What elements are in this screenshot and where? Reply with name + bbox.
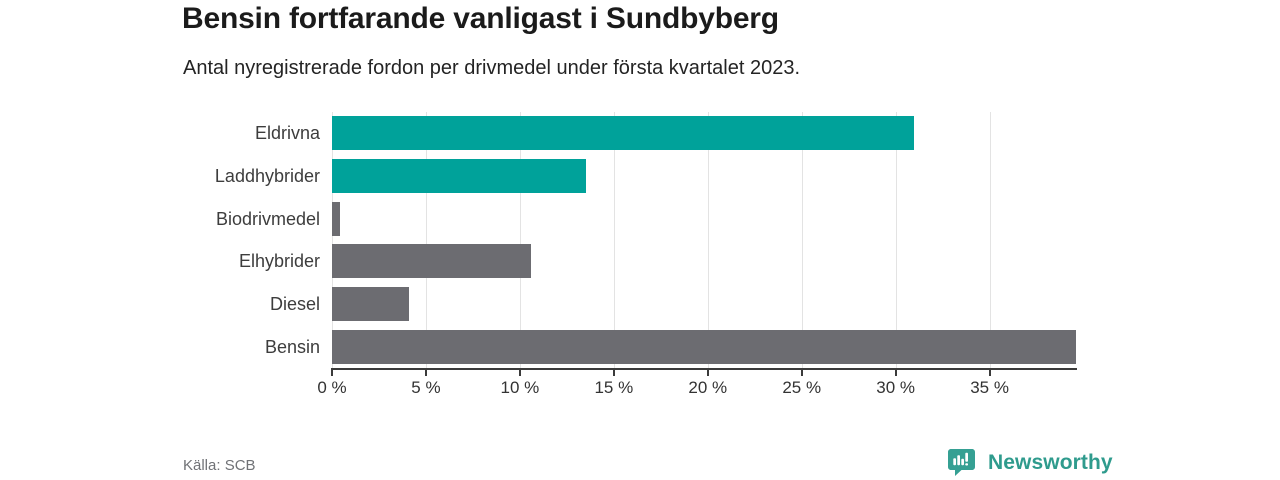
category-label: Elhybrider <box>238 251 320 272</box>
gridline <box>332 112 333 368</box>
axis-tick <box>894 370 897 376</box>
newsworthy-logo: Newsworthy <box>947 448 1113 477</box>
newsworthy-wordmark: Newsworthy <box>988 450 1113 474</box>
bar <box>332 329 1076 364</box>
x-axis-line <box>331 368 1077 370</box>
axis-tick-label: 0 % <box>317 378 347 397</box>
bar <box>332 244 532 279</box>
axis-tick <box>612 370 615 376</box>
axis-tick <box>518 370 521 376</box>
axis-tick <box>988 370 991 376</box>
axis-tick-label: 35 % <box>970 378 1009 397</box>
axis-tick <box>706 370 709 376</box>
source-note: Källa: SCB <box>183 457 256 474</box>
bar <box>332 116 915 151</box>
gridline <box>895 112 897 368</box>
bar <box>332 201 340 236</box>
category-label: Biodrivmedel <box>215 208 320 229</box>
bar <box>332 287 410 321</box>
axis-tick-label: 30 % <box>876 378 915 397</box>
plot-area: 0 % 5 % 10 % 15 % 20 % 25 % 30 % 35 % Eldrivna La… <box>215 112 1077 397</box>
category-label: Eldrivna <box>254 123 320 144</box>
gridline <box>425 112 427 368</box>
axis-tick <box>424 370 427 376</box>
axis-tick-label: 5 % <box>411 378 441 397</box>
axis-tick-label: 25 % <box>782 378 822 397</box>
category-label: Diesel <box>269 294 320 314</box>
gridline <box>519 112 521 368</box>
axis-tick <box>331 370 333 376</box>
axis-tick-label: 15 % <box>594 378 634 397</box>
page-title: Bensin fortfarande vanligast i Sundbyber… <box>182 2 779 35</box>
gridline <box>989 112 991 368</box>
newsworthy-chart-bubble-icon <box>948 449 975 476</box>
gridline <box>801 112 803 368</box>
bar <box>332 159 586 193</box>
gridline <box>613 112 615 368</box>
chart-subtitle: Antal nyregistrerade fordon per drivmede… <box>183 57 801 79</box>
gridline <box>707 112 709 368</box>
axis-tick-label: 10 % <box>500 378 540 397</box>
axis-tick <box>800 370 803 376</box>
category-label: Bensin <box>264 336 320 357</box>
category-label: Laddhybrider <box>214 166 320 186</box>
axis-tick-label: 20 % <box>688 378 728 397</box>
